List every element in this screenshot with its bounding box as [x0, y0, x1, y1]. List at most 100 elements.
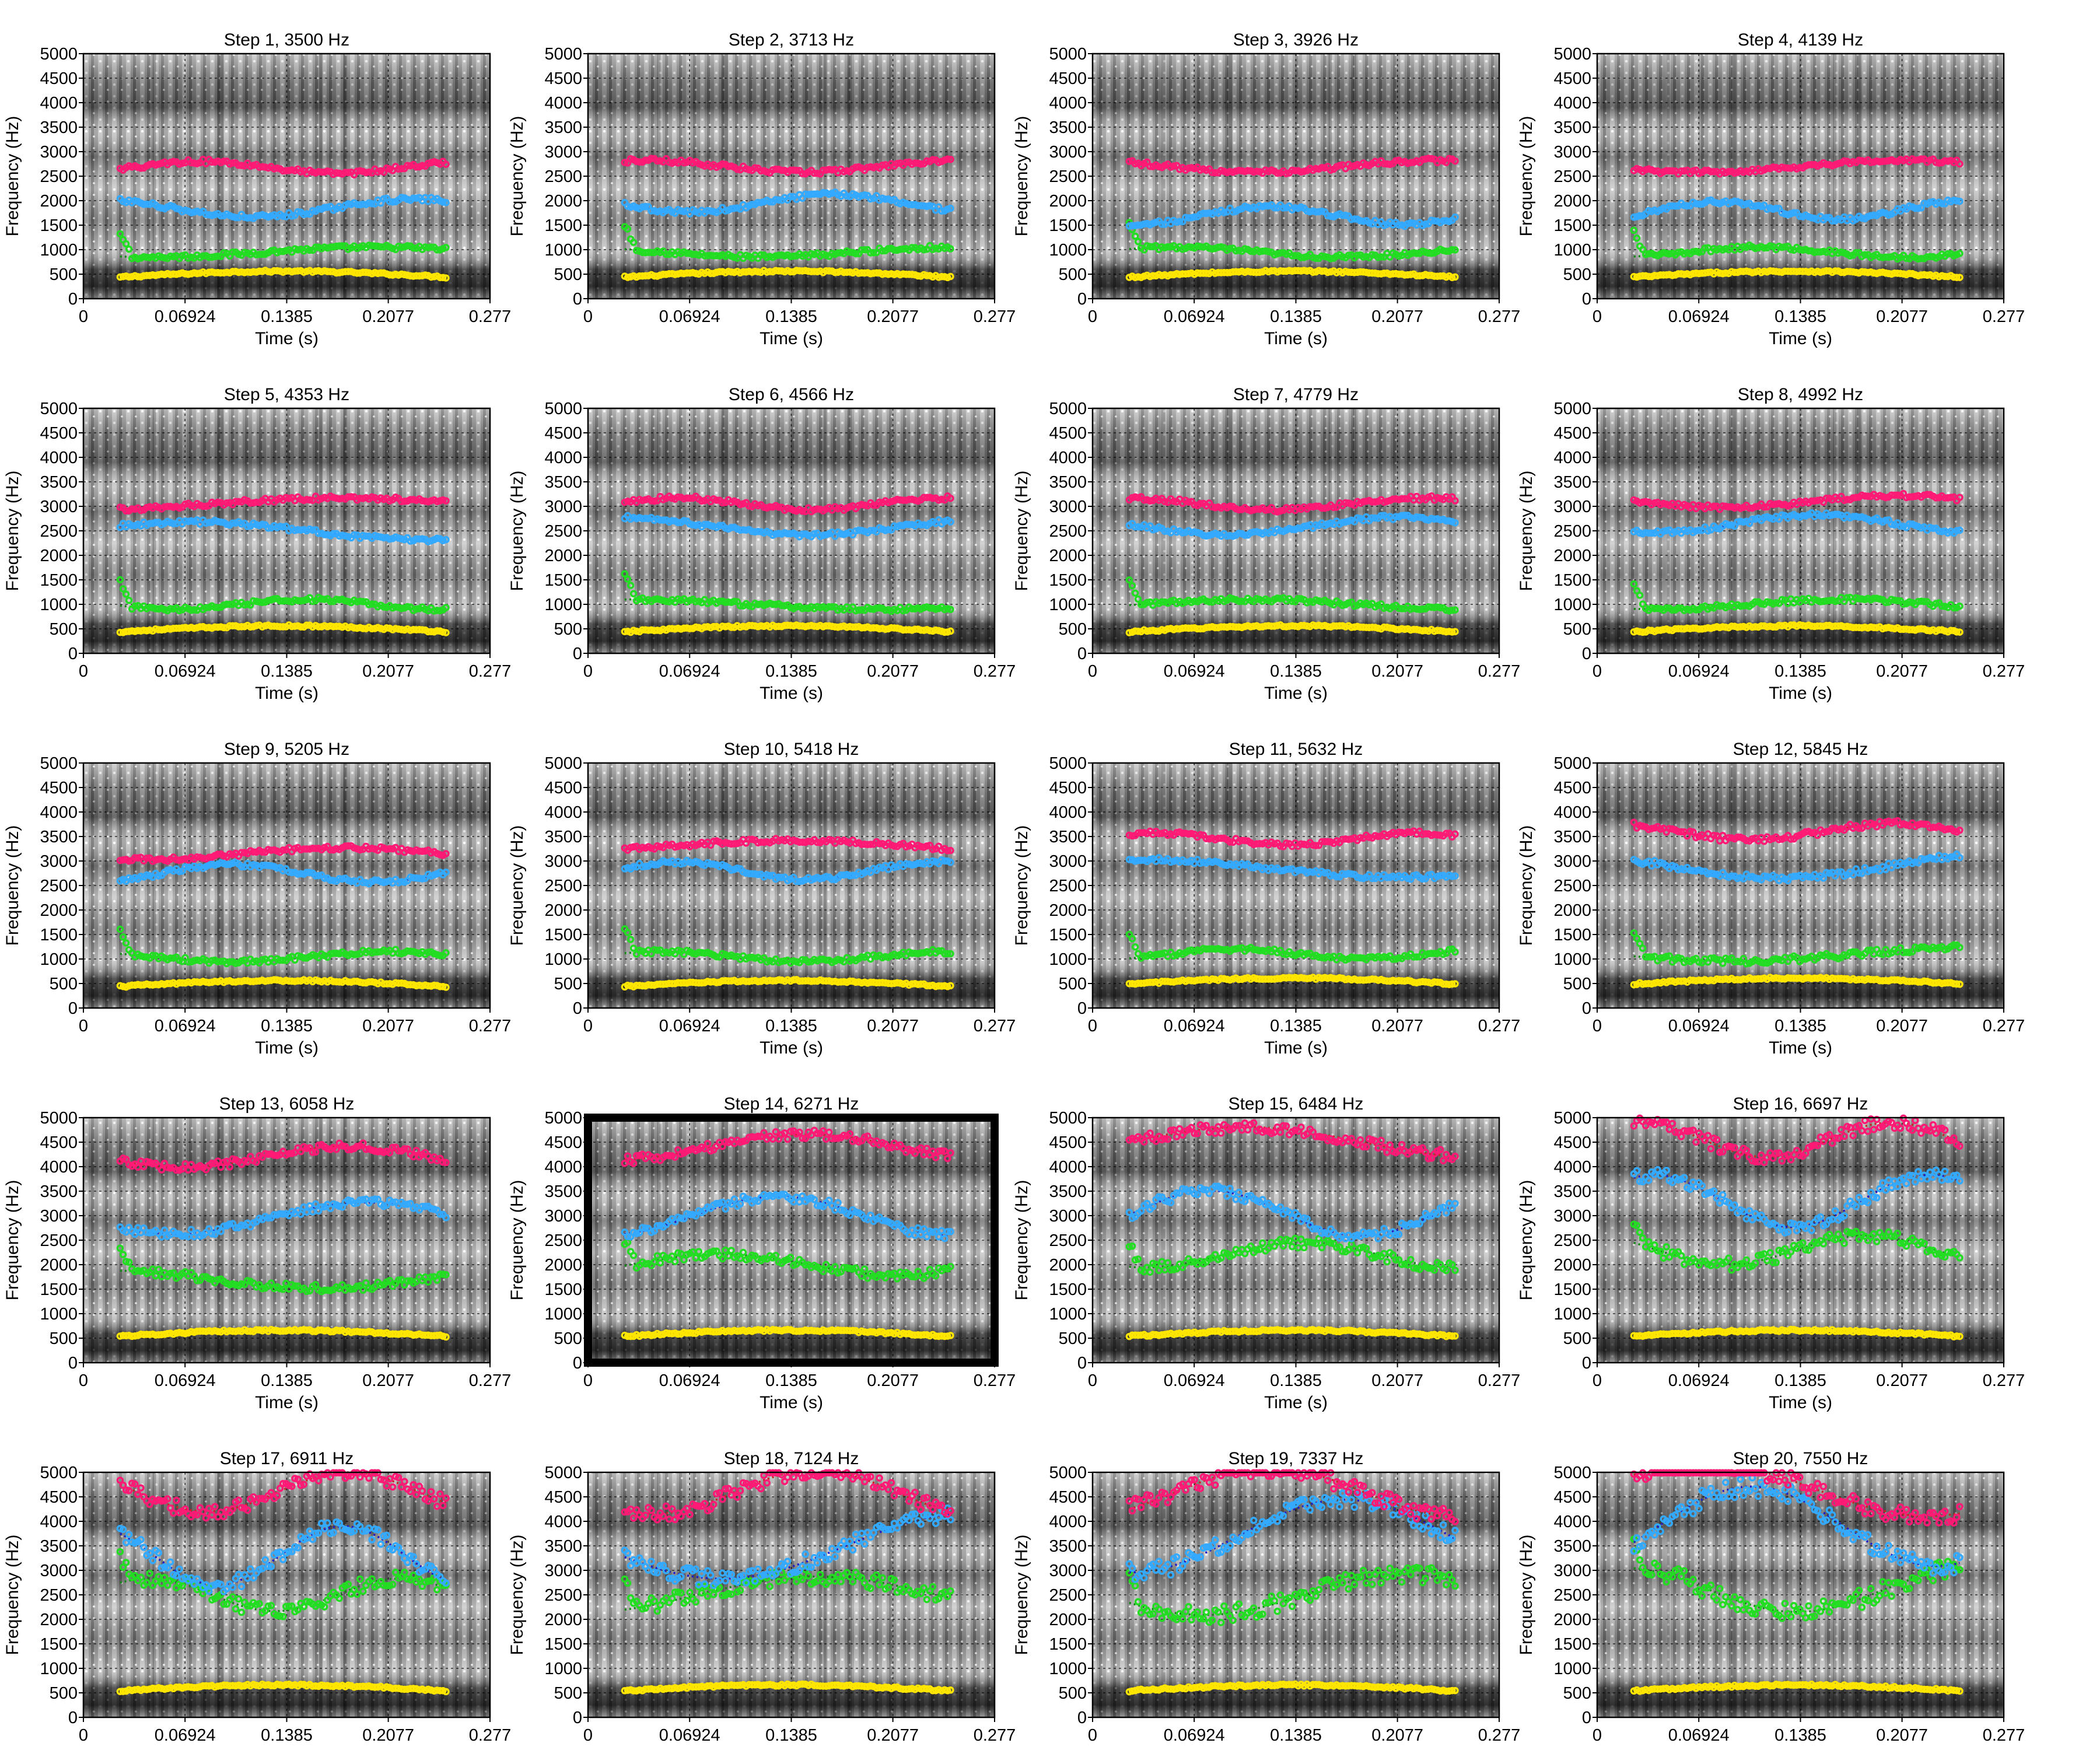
- x-tick-label: 0.06924: [659, 662, 720, 681]
- y-tick-label: 1000: [544, 596, 582, 614]
- x-axis-label: Time (s): [255, 1038, 318, 1058]
- y-tick-label: 1000: [544, 241, 582, 260]
- formant-point-f2: [947, 245, 954, 253]
- y-tick-label: 2500: [1553, 167, 1591, 186]
- y-tick-label: 1500: [40, 571, 78, 590]
- x-tick-label: 0.277: [1478, 307, 1521, 326]
- y-tick-label: 5000: [544, 45, 582, 64]
- formant-point-f4: [621, 159, 629, 166]
- y-tick-label: 0: [573, 645, 582, 663]
- x-tick-label: 0.2077: [362, 662, 414, 681]
- y-tick-label: 0: [1077, 645, 1087, 663]
- formant-point-f3: [938, 207, 946, 215]
- formant-point-f3: [775, 196, 783, 204]
- y-tick-label: 3500: [40, 828, 78, 846]
- formant-point-f2: [338, 242, 346, 250]
- y-tick-label: 1000: [40, 950, 78, 969]
- x-tick-label: 0: [1088, 307, 1097, 326]
- y-tick-label: 2500: [544, 167, 582, 186]
- formant-panel: Step 3, 3926 Hz0500100015002000250030003…: [1012, 30, 1520, 348]
- y-tick-label: 2500: [1049, 522, 1087, 541]
- x-tick-label: 0: [79, 1017, 88, 1035]
- x-tick-label: 0.06924: [155, 662, 216, 681]
- y-tick-label: 1000: [1553, 241, 1591, 260]
- y-tick-label: 3000: [1049, 498, 1087, 516]
- x-tick-label: 0.2077: [867, 662, 919, 681]
- formant-point-f3: [787, 192, 794, 201]
- y-tick-label: 3000: [1049, 143, 1087, 162]
- formant-point-f4: [648, 155, 655, 162]
- formant-point-f3: [819, 189, 827, 197]
- y-axis-label: Frequency (Hz): [508, 116, 527, 237]
- y-tick-label: 4500: [40, 779, 78, 797]
- y-tick-label: 0: [1582, 645, 1591, 663]
- y-axis-label: Frequency (Hz): [3, 471, 22, 592]
- x-tick-label: 0.277: [974, 662, 1016, 681]
- spectrogram-band: [848, 54, 852, 299]
- formant-point-f2: [122, 240, 130, 248]
- y-tick-label: 4000: [40, 94, 78, 113]
- y-tick-label: 0: [1077, 290, 1087, 309]
- y-tick-label: 500: [1563, 620, 1591, 639]
- formant-point-f4: [229, 159, 237, 167]
- x-tick-label: 0.2077: [867, 307, 919, 326]
- x-tick-label: 0.1385: [261, 662, 313, 681]
- y-axis-label: Frequency (Hz): [1012, 116, 1031, 237]
- x-axis-label: Time (s): [760, 684, 823, 703]
- formant-point-f2: [306, 246, 314, 254]
- spectrogram-band: [344, 54, 348, 299]
- y-axis-label: Frequency (Hz): [3, 825, 22, 946]
- formant-point-f3: [314, 205, 323, 213]
- y-tick-label: 2500: [1553, 522, 1591, 541]
- formant-panel: Step 2, 3713 Hz0500100015002000250030003…: [508, 30, 1016, 348]
- y-tick-label: 4000: [40, 449, 78, 467]
- x-axis-label: Time (s): [255, 329, 318, 348]
- formant-point-f2: [790, 252, 797, 260]
- y-tick-label: 5000: [40, 400, 78, 418]
- y-tick-label: 4500: [40, 69, 78, 88]
- formant-point-f1: [193, 270, 201, 278]
- formant-point-f3: [232, 214, 240, 222]
- y-tick-label: 2000: [1553, 192, 1591, 211]
- formant-point-f2: [908, 244, 916, 251]
- y-tick-label: 3000: [544, 498, 582, 516]
- panel-title: Step 3, 3926 Hz: [1233, 30, 1359, 50]
- y-tick-label: 4000: [544, 449, 582, 467]
- x-tick-label: 0.277: [1983, 662, 2025, 681]
- x-tick-label: 0: [79, 307, 88, 326]
- formant-point-f2: [214, 252, 222, 260]
- y-tick-label: 5000: [40, 45, 78, 64]
- x-tick-label: 0.1385: [1270, 662, 1322, 681]
- y-tick-label: 0: [573, 290, 582, 309]
- y-tick-label: 3500: [1553, 473, 1591, 492]
- x-axis-label: Time (s): [1264, 684, 1328, 703]
- formant-point-f2: [878, 247, 886, 255]
- y-tick-label: 3500: [1049, 118, 1087, 137]
- y-tick-label: 500: [50, 620, 78, 639]
- formant-point-f3: [442, 199, 450, 206]
- formant-point-f3: [412, 194, 420, 202]
- formant-point-f4: [137, 164, 145, 172]
- x-tick-label: 0.1385: [1270, 307, 1322, 326]
- y-tick-label: 1500: [40, 216, 78, 235]
- formant-point-f4: [778, 166, 786, 174]
- y-tick-label: 2000: [544, 547, 582, 565]
- formant-point-f3: [294, 208, 302, 216]
- y-tick-label: 3000: [40, 852, 78, 871]
- x-tick-label: 0.277: [1983, 307, 2025, 326]
- y-tick-label: 4500: [40, 424, 78, 443]
- y-tick-label: 3500: [40, 118, 78, 137]
- formant-point-f4: [636, 158, 643, 166]
- formant-point-f4: [642, 156, 649, 164]
- x-tick-label: 0.1385: [261, 1017, 313, 1035]
- x-tick-label: 0.2077: [1371, 662, 1423, 681]
- y-tick-label: 0: [68, 290, 78, 309]
- y-tick-label: 2000: [1049, 547, 1087, 565]
- y-tick-label: 2000: [1553, 547, 1591, 565]
- y-axis-label: Frequency (Hz): [3, 116, 22, 237]
- formant-point-f3: [642, 202, 649, 211]
- y-tick-label: 2000: [40, 547, 78, 565]
- x-tick-label: 0: [1088, 662, 1097, 681]
- formant-panel: Step 8, 4992 Hz0500100015002000250030003…: [1517, 385, 2025, 703]
- x-tick-label: 0.2077: [1876, 662, 1928, 681]
